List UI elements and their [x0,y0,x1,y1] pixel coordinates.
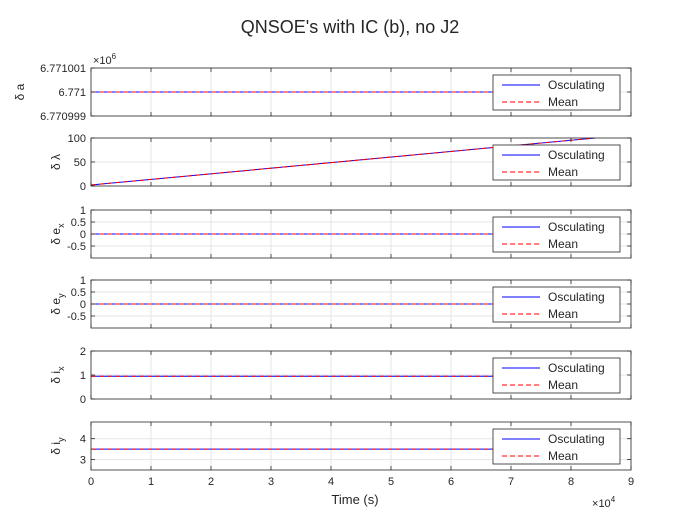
legend-label-osculating: Osculating [548,220,605,234]
y-axis-label: δ iy [49,437,66,455]
y-tick-label: 0 [80,181,86,193]
figure-title: QNSOE's with IC (b), no J2 [241,17,460,37]
x-exponent-label: ×104 [592,495,616,510]
x-tick-label: 1 [148,476,154,488]
x-exponent-base: 10 [598,498,610,510]
legend-box [492,74,621,111]
y-tick-label: 6.771001 [40,63,86,75]
y-tick-label: 0 [80,394,86,406]
y-tick-label: 6.770999 [40,111,86,123]
axes-box [90,421,632,471]
legend: Osculating Mean [492,428,621,465]
legend-box [492,357,621,394]
y-tick-label: 0 [80,299,86,311]
mean-line [90,137,596,186]
y-tick-label: 2 [80,346,86,358]
y-tick-label: 0.5 [71,287,86,299]
x-tick-label: 6 [448,476,454,488]
legend-label-osculating: Osculating [548,148,605,162]
y-axis-label: δ ix [49,366,66,384]
y-tick-label: 1 [80,370,86,382]
subplot-5: 0 1 2 δ ix Osculating Mean [49,346,632,406]
legend-box [492,286,621,323]
y-tick-label: 50 [74,157,86,169]
y-tick-label: 1 [80,275,86,287]
subplot-3: -0.500.51 δ ex Osculating Mean [49,205,632,259]
y-tick-label: 4 [80,434,86,446]
legend: Osculating Mean [492,357,621,394]
x-tick-label: 3 [268,476,274,488]
x-tick-label: 5 [388,476,394,488]
x-exponent-power: 4 [611,495,616,504]
subplot-4: -0.500.51 δ ey Osculating Mean [49,275,632,329]
x-tick-label: 7 [508,476,514,488]
legend-box [492,428,621,465]
x-axis-label: Time (s) [331,492,378,507]
legend-label-osculating: Osculating [548,78,605,92]
y-axis-label: δ ex [49,223,66,245]
x-tick-label: 2 [208,476,214,488]
svg-text:×104: ×104 [592,495,616,510]
legend-label-mean: Mean [548,307,578,321]
legend: Osculating Mean [492,216,621,253]
y-tick-label: 100 [68,133,86,145]
x-tick-label: 8 [568,476,574,488]
y-tick-label: 0 [80,229,86,241]
legend-label-mean: Mean [548,95,578,109]
y-axis-label: δ a [13,83,27,100]
y-exponent-label: ×106 [93,52,117,67]
legend: Osculating Mean [492,74,621,111]
y-tick-label: 3 [80,455,86,467]
subplot-stack: 6.770999 6.771 6.771001 ×106 δ a Osculating Me… [13,52,634,488]
x-tick-label: 4 [328,476,334,488]
legend: Osculating Mean [492,144,621,181]
y-axis-label: δ λ [49,154,63,170]
legend-label-mean: Mean [548,449,578,463]
legend-label-mean: Mean [548,378,578,392]
x-tick-label: 0 [88,476,94,488]
legend: Osculating Mean [492,286,621,323]
y-tick-label: 6.771 [58,87,86,99]
y-tick-label: 1 [80,205,86,217]
x-tick-label: 9 [628,476,634,488]
legend-label-osculating: Osculating [548,361,605,375]
legend-box [492,216,621,253]
legend-label-mean: Mean [548,237,578,251]
y-axis-label: δ ey [49,293,66,315]
legend-box [492,144,621,181]
legend-label-mean: Mean [548,165,578,179]
subplot-6: 0 1 2 3 4 5 6 7 8 9 3 4 δ iy Osculating Mean [49,421,634,488]
subplot-1: 6.770999 6.771 6.771001 ×106 δ a Osculating Me… [13,52,632,123]
y-tick-label: -0.5 [67,311,86,323]
subplot-2: 0 50 100 δ λ Osculating Mean [49,133,632,193]
y-tick-label: 0.5 [71,217,86,229]
legend-label-osculating: Osculating [548,432,605,446]
legend-label-osculating: Osculating [548,290,605,304]
y-tick-label: -0.5 [67,241,86,253]
